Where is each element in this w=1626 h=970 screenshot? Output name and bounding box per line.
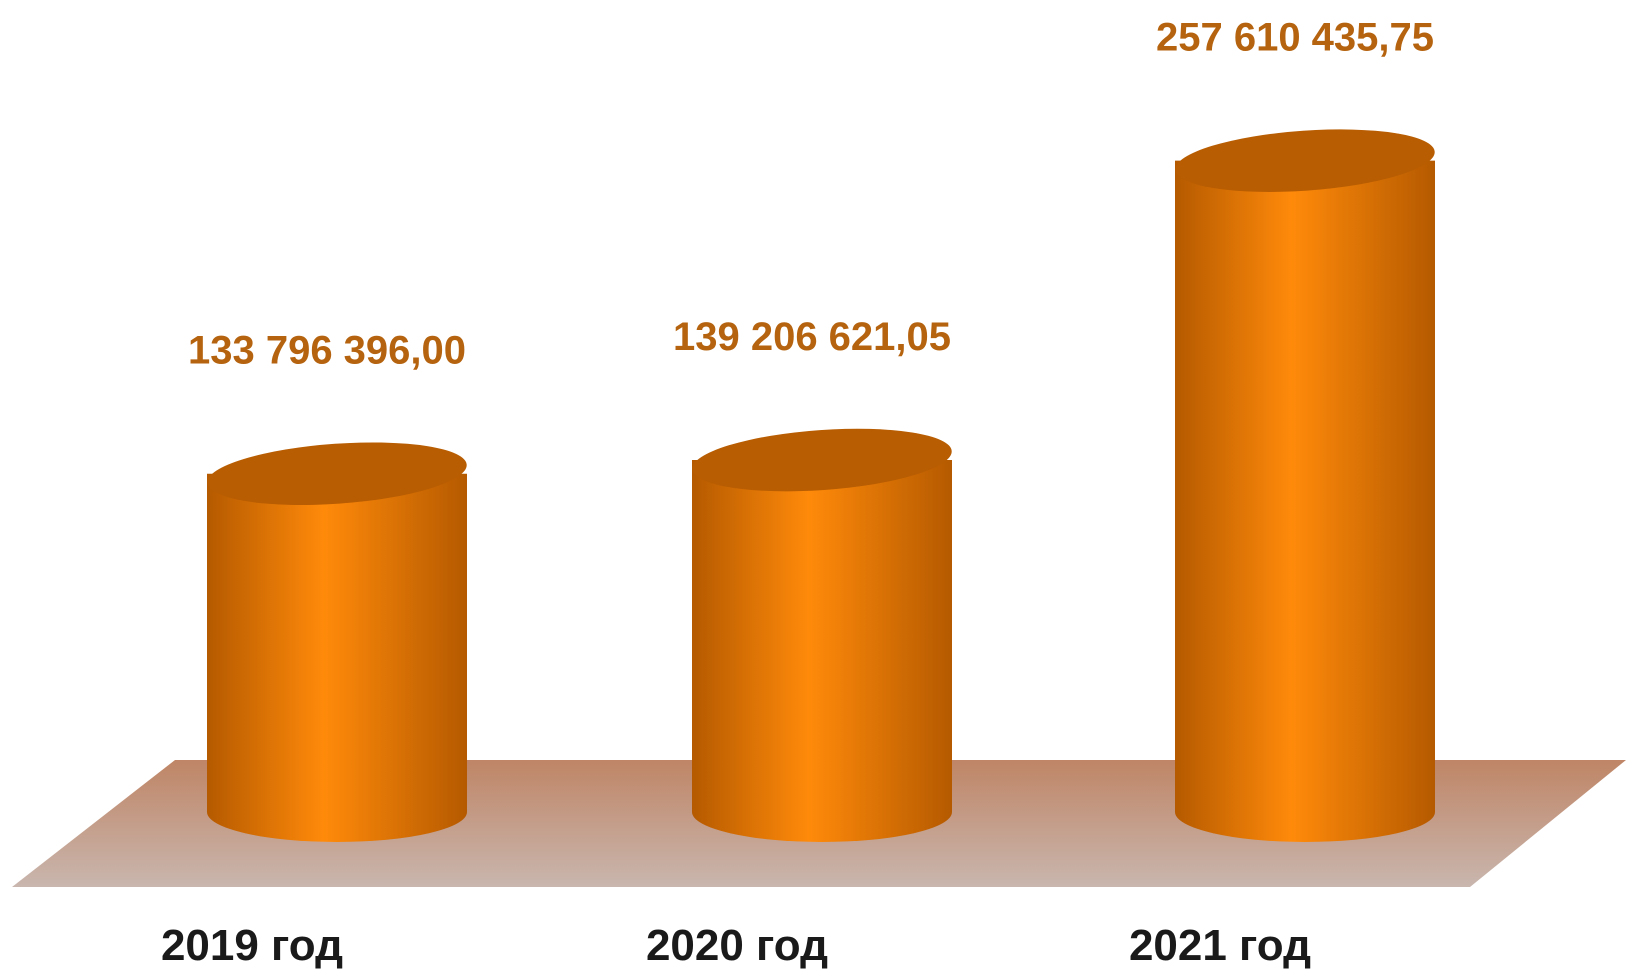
value-label-2: 139 206 621,05 <box>673 315 951 359</box>
bar-top-1 <box>207 442 467 505</box>
category-label-2: 2020 год <box>646 921 828 970</box>
bar-body-1 <box>207 473 467 842</box>
labels-layer: 133 796 396,00 2019 год 139 206 621,05 2020… <box>161 16 1434 970</box>
bar-top-2 <box>692 428 952 492</box>
bar-top-3 <box>1175 129 1435 192</box>
bars-layer <box>207 129 1435 842</box>
bar-2 <box>692 428 952 842</box>
value-label-1: 133 796 396,00 <box>188 329 466 373</box>
category-label-3: 2021 год <box>1129 921 1311 970</box>
bar-body-3 <box>1175 160 1435 842</box>
value-label-3: 257 610 435,75 <box>1156 16 1434 60</box>
bar-1 <box>207 442 467 842</box>
bar-body-2 <box>692 460 952 842</box>
bar-3 <box>1175 129 1435 842</box>
category-label-1: 2019 год <box>161 921 343 970</box>
